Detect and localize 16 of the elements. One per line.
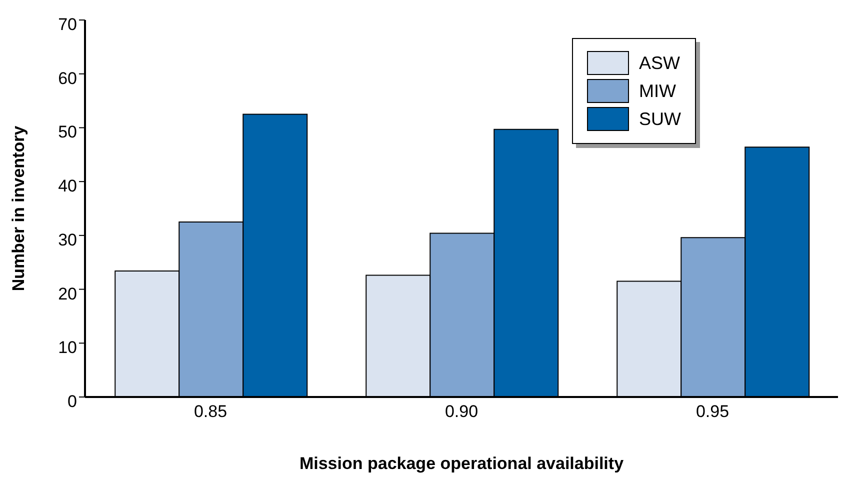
y-tick-label: 20 [58, 284, 77, 304]
legend-label: ASW [639, 52, 680, 74]
y-tick-label: 0 [68, 392, 77, 412]
legend-label: SUW [639, 108, 681, 130]
y-axis-title: Number in inventory [9, 125, 28, 292]
x-axis-title: Mission package operational availability [299, 454, 624, 473]
x-tick-label: 0.90 [444, 402, 478, 422]
x-tick-label: 0.95 [696, 402, 730, 422]
x-tick-label: 0.85 [194, 402, 228, 422]
y-tick-label: 50 [58, 122, 77, 142]
y-tick-label: 70 [58, 15, 77, 34]
legend-label: MIW [639, 80, 676, 102]
y-tick-label: 60 [58, 68, 77, 88]
y-tick-label: 30 [58, 230, 77, 250]
y-tick-label: 40 [58, 176, 77, 196]
y-tick-label: 10 [58, 338, 77, 358]
